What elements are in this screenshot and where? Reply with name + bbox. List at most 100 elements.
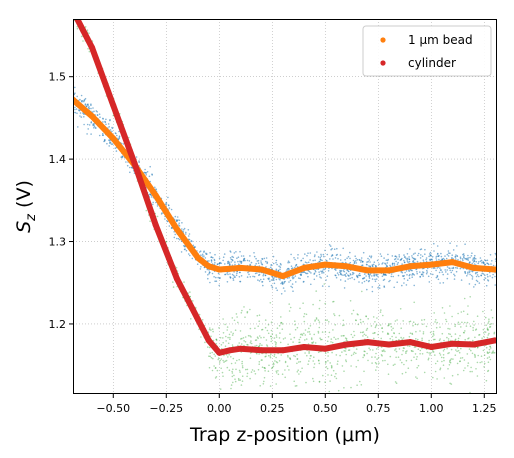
scatter-point xyxy=(453,278,456,280)
scatter-point xyxy=(373,273,376,276)
scatter-point xyxy=(230,362,233,365)
scatter-point xyxy=(484,263,487,266)
scatter-point xyxy=(469,256,471,259)
scatter-point xyxy=(409,273,411,276)
data-point xyxy=(343,341,350,348)
scatter-point xyxy=(345,272,348,275)
scatter-point xyxy=(398,255,401,258)
scatter-point xyxy=(218,257,221,260)
scatter-point xyxy=(78,16,80,18)
scatter-point xyxy=(476,315,479,318)
scatter-point xyxy=(306,254,308,257)
scatter-point xyxy=(299,277,302,280)
scatter-point xyxy=(200,254,202,256)
scatter-point xyxy=(442,257,445,260)
scatter-point xyxy=(431,335,434,338)
scatter-point xyxy=(363,353,366,356)
scatter-point xyxy=(331,247,333,250)
scatter-point xyxy=(170,227,173,229)
scatter-point xyxy=(272,255,275,258)
scatter-point xyxy=(296,362,298,365)
scatter-point xyxy=(312,377,314,380)
scatter-point xyxy=(182,231,185,233)
scatter-point xyxy=(387,253,389,256)
scatter-point xyxy=(365,315,367,317)
scatter-point xyxy=(276,289,279,292)
scatter-point xyxy=(349,261,352,264)
scatter-point xyxy=(208,355,210,358)
scatter-point xyxy=(439,368,441,371)
scatter-point xyxy=(304,329,307,331)
scatter-point xyxy=(362,277,364,280)
scatter-point xyxy=(227,273,229,276)
scatter-point xyxy=(385,264,388,267)
scatter-point xyxy=(234,378,236,381)
scatter-point xyxy=(455,254,457,256)
scatter-point xyxy=(472,257,475,260)
scatter-point xyxy=(451,267,453,270)
scatter-point xyxy=(341,351,343,353)
scatter-point xyxy=(476,274,479,276)
scatter-point xyxy=(309,259,311,261)
scatter-point xyxy=(258,314,261,317)
scatter-point xyxy=(281,328,284,331)
scatter-point xyxy=(441,271,444,273)
scatter-point xyxy=(491,316,494,319)
scatter-point xyxy=(212,357,214,360)
scatter-point xyxy=(451,269,454,272)
scatter-point xyxy=(326,275,329,278)
scatter-point xyxy=(214,262,216,264)
scatter-point xyxy=(330,364,333,367)
scatter-point xyxy=(405,352,407,355)
scatter-point xyxy=(450,358,453,360)
scatter-point xyxy=(478,261,480,263)
scatter-point xyxy=(289,357,292,360)
scatter-point xyxy=(306,354,308,357)
scatter-point xyxy=(413,346,416,348)
scatter-point xyxy=(319,256,322,259)
scatter-point xyxy=(254,272,257,275)
scatter-point xyxy=(275,343,277,346)
scatter-point xyxy=(381,331,384,333)
scatter-point xyxy=(258,363,261,366)
scatter-point xyxy=(422,259,425,262)
scatter-point xyxy=(244,341,247,343)
scatter-point xyxy=(334,257,337,259)
scatter-point xyxy=(307,363,309,366)
scatter-point xyxy=(260,260,262,262)
scatter-point xyxy=(257,368,260,371)
scatter-point xyxy=(456,245,458,247)
scatter-point xyxy=(399,359,402,361)
scatter-point xyxy=(292,290,294,293)
scatter-point xyxy=(365,315,368,318)
scatter-point xyxy=(357,359,359,362)
data-point xyxy=(226,265,233,272)
scatter-point xyxy=(182,229,185,231)
scatter-point xyxy=(324,331,327,333)
scatter-point xyxy=(411,274,413,276)
scatter-point xyxy=(397,356,400,359)
scatter-point xyxy=(246,259,249,262)
scatter-point xyxy=(392,364,395,367)
scatter-point xyxy=(185,249,188,252)
scatter-point xyxy=(275,345,277,348)
scatter-point xyxy=(289,306,292,309)
scatter-point xyxy=(261,359,263,361)
scatter-point xyxy=(459,360,461,363)
scatter-point xyxy=(219,388,222,390)
scatter-point xyxy=(422,275,425,277)
scatter-point xyxy=(405,350,407,353)
scatter-point xyxy=(405,359,408,362)
scatter-point xyxy=(428,253,431,255)
scatter-point xyxy=(275,334,278,336)
scatter-point xyxy=(252,275,254,278)
scatter-point xyxy=(300,259,302,262)
scatter-point xyxy=(173,231,175,233)
scatter-point xyxy=(305,338,308,340)
scatter-point xyxy=(450,335,453,338)
scatter-point xyxy=(467,254,469,257)
scatter-point xyxy=(275,383,278,385)
scatter-point xyxy=(466,313,469,316)
scatter-point xyxy=(243,257,246,260)
scatter-point xyxy=(353,351,356,354)
